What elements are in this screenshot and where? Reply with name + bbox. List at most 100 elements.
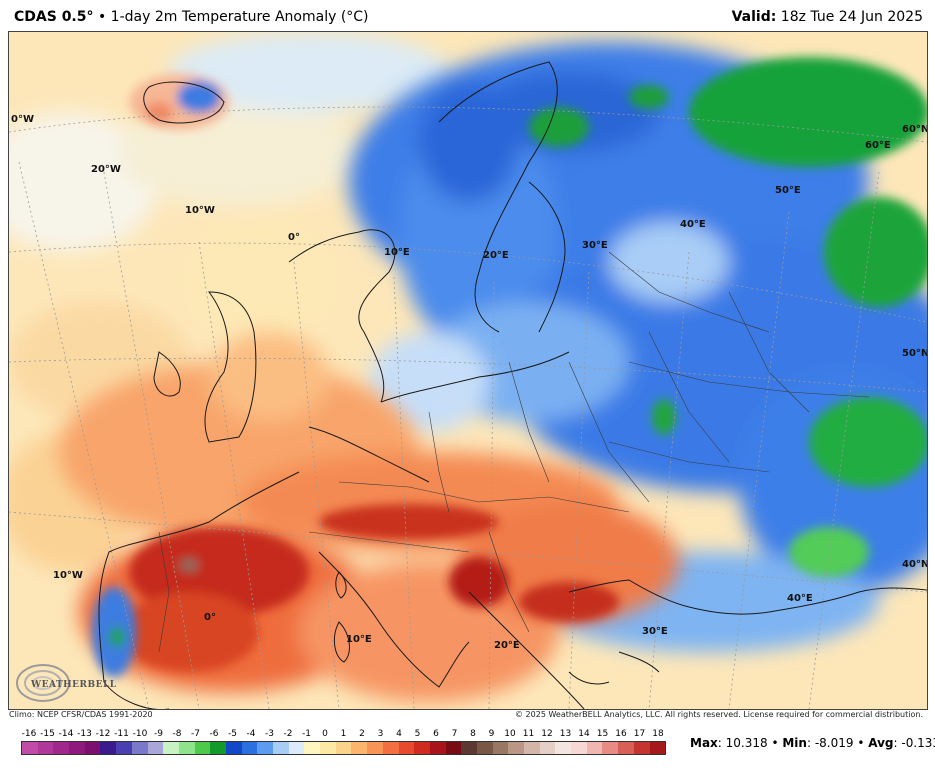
lon-label-0w: 0°W (11, 114, 34, 125)
logo-text: WEATHERBELL (31, 680, 117, 690)
colorbar-tick-label: 9 (488, 729, 495, 739)
colorbar-tick-label: -7 (191, 729, 200, 739)
colorbar-segment (398, 742, 415, 754)
colorbar-tick-label: 13 (559, 729, 572, 739)
lon-label-30e: 30°E (582, 240, 608, 251)
copyright-note: © 2025 WeatherBELL Analytics, LLC. All r… (515, 710, 923, 719)
colorbar-tick-label: -2 (283, 729, 293, 739)
colorbar-segment (210, 742, 226, 754)
avg-value: -0.133 (901, 736, 935, 750)
lon-label-30e-bottom: 30°E (642, 626, 668, 637)
colorbar-tick-label: 12 (541, 729, 553, 739)
colorbar-tick-label: -6 (209, 729, 219, 739)
lon-label-50e: 50°E (775, 185, 801, 196)
colorbar-segment (100, 742, 117, 754)
colorbar-segment (288, 742, 305, 754)
map-canvas (9, 32, 927, 709)
min-label: Min (782, 736, 807, 750)
lat-label-60n: 60°N (902, 124, 928, 135)
max-label: Max (690, 736, 718, 750)
product-name: 1-day 2m Temperature Anomaly (°C) (110, 9, 369, 25)
lon-label-10e-bottom: 10°E (346, 634, 372, 645)
colorbar-tick-label: 6 (433, 729, 439, 739)
colorbar-segment (37, 742, 54, 754)
lon-label-40e-bottom: 40°E (787, 593, 813, 604)
colorbar-segment (539, 742, 556, 754)
hot-core-iberia (119, 504, 619, 672)
climo-note: Climo: NCEP CFSR/CDAS 1991-2020 (9, 710, 153, 719)
colorbar-tick-label: 2 (359, 729, 365, 739)
map-title: CDAS 0.5° • 1-day 2m Temperature Anomaly… (14, 9, 369, 25)
colorbar-tick-label: 16 (615, 729, 627, 739)
colorbar-segment (84, 742, 101, 754)
lon-label-60e: 60°E (865, 140, 891, 151)
colorbar-segment (382, 742, 399, 754)
colorbar-tick-label: -12 (95, 729, 111, 739)
colorbar-tick-label: -15 (40, 729, 55, 739)
colorbar-bar (21, 741, 666, 755)
weatherbell-logo: WEATHERBELL (13, 660, 116, 706)
avg-label: Avg (868, 736, 894, 750)
colorbar-segment (257, 742, 273, 754)
colorbar-segment (618, 742, 634, 754)
min-value: -8.019 (814, 736, 854, 750)
colorbar-tick-label: 7 (451, 729, 458, 739)
colorbar-segment (414, 742, 430, 754)
colorbar-segment (304, 742, 321, 754)
anomaly-map[interactable]: 0°W 20°W 10°W 0° 10°E 20°E 30°E 40°E 50°… (8, 31, 928, 710)
valid-value: 18z Tue 24 Jun 2025 (780, 9, 923, 25)
strong-cold-patches (529, 57, 927, 577)
colorbar-tick-label: 14 (578, 729, 590, 739)
colorbar-tick-label: 4 (396, 729, 402, 739)
colorbar-segment (571, 742, 587, 754)
lon-label-20w: 20°W (91, 164, 121, 175)
colorbar-segment (273, 742, 289, 754)
colorbar-tick-label: -8 (172, 729, 182, 739)
lon-label-10w: 10°W (185, 205, 215, 216)
lon-label-10w-bottom: 10°W (53, 570, 83, 581)
colorbar-segment (320, 742, 336, 754)
colorbar-segment (69, 742, 85, 754)
lat-label-40n: 40°N (902, 559, 928, 570)
colorbar-segment (131, 742, 148, 754)
valid-time: Valid: 18z Tue 24 Jun 2025 (732, 9, 923, 25)
lon-label-0: 0° (288, 232, 300, 243)
colorbar-tick-label: -5 (228, 729, 237, 739)
colorbar-segment (429, 742, 446, 754)
lon-label-20e-bottom: 20°E (494, 640, 520, 651)
colorbar-segment (178, 742, 195, 754)
colorbar-tick-label: -11 (114, 729, 129, 739)
colorbar-tick-label: -1 (302, 729, 311, 739)
colorbar-segment (194, 742, 211, 754)
colorbar-segment (492, 742, 509, 754)
colorbar-tick-label: 18 (652, 729, 664, 739)
graticule (9, 106, 927, 709)
colorbar-segment (22, 742, 38, 754)
colorbar-tick-label: -13 (77, 729, 92, 739)
colorbar-segment (524, 742, 540, 754)
colorbar-segment (241, 742, 258, 754)
colorbar-segment (163, 742, 179, 754)
colorbar-segment (555, 742, 572, 754)
colorbar-segment (476, 742, 493, 754)
lon-label-0-bottom: 0° (204, 612, 216, 623)
colorbar-tick-label: -14 (58, 729, 74, 739)
lat-label-50n: 50°N (902, 348, 928, 359)
logo-swirl-icon (16, 664, 70, 702)
header: CDAS 0.5° • 1-day 2m Temperature Anomaly… (0, 0, 935, 30)
colorbar-tick-label: 3 (377, 729, 384, 739)
colorbar-tick-label: 5 (414, 729, 421, 739)
colorbar-segment (116, 742, 132, 754)
country-borders (158, 251, 870, 653)
stats-summary: Max: 10.318 • Min: -8.019 • Avg: -0.133 (690, 736, 935, 750)
colorbar-segment (508, 742, 524, 754)
colorbar-tick-label: -16 (21, 729, 37, 739)
colorbar-segment (53, 742, 70, 754)
colorbar-tick-label: -3 (265, 729, 274, 739)
colorbar-tick-label: 0 (322, 729, 328, 739)
colorbar-tick-label: 10 (504, 729, 516, 739)
colorbar-tick-label: -10 (132, 729, 148, 739)
colorbar-segment (649, 742, 666, 754)
colorbar-legend: -16 -15 -14 -13 -12 -11 -10 -9 -8 -7 -6 -5 -4 -3 -2 -1 0… (21, 729, 666, 763)
colorbar-segment (147, 742, 164, 754)
